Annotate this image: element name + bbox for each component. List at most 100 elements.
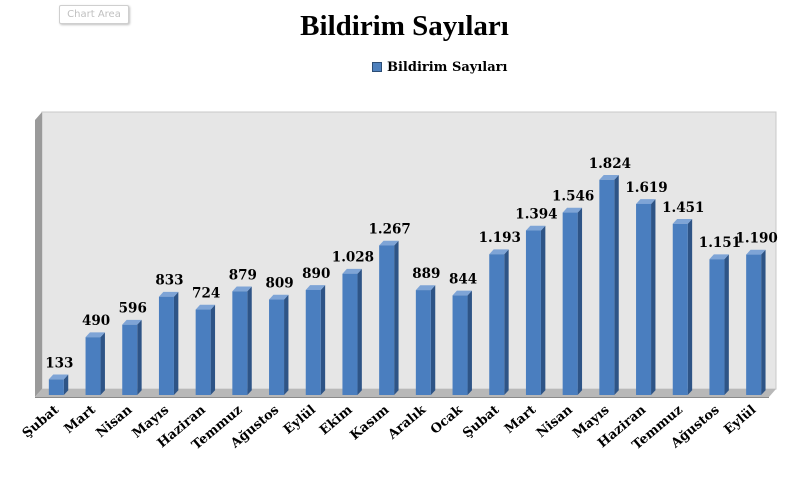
bar-side <box>651 199 656 395</box>
bar-front <box>746 254 762 395</box>
bar-side <box>137 319 142 395</box>
data-label: 1.394 <box>515 207 557 223</box>
bar-side <box>357 268 362 395</box>
data-label: 890 <box>302 266 330 282</box>
data-label: 879 <box>229 267 257 283</box>
bar-top <box>709 254 729 260</box>
bar-front <box>195 309 211 395</box>
bar <box>48 374 69 395</box>
bar-front <box>415 290 431 395</box>
bar <box>195 304 216 395</box>
bar-side <box>173 291 179 395</box>
category-label: Şubat <box>460 403 502 442</box>
data-label: 596 <box>119 301 147 317</box>
bar <box>305 285 326 395</box>
bar-top <box>452 290 472 296</box>
bar-top <box>636 199 656 204</box>
bar <box>122 319 142 395</box>
bar <box>269 294 289 395</box>
bar <box>562 207 583 395</box>
bar-side <box>577 207 583 395</box>
bar-front <box>709 259 725 395</box>
plot-back-wall <box>41 111 777 390</box>
data-label: 133 <box>45 355 73 371</box>
bar-top <box>562 207 583 213</box>
bar-side <box>284 294 289 395</box>
bar <box>636 199 656 395</box>
bar-top <box>48 374 69 380</box>
bar-top <box>415 285 436 291</box>
bar-top <box>342 268 362 274</box>
bar <box>85 332 105 395</box>
bar <box>452 290 472 395</box>
bar-front <box>269 299 285 395</box>
bar-top <box>672 218 693 224</box>
plot-side-wall <box>35 112 42 397</box>
bar <box>379 240 399 395</box>
bar <box>342 268 362 395</box>
bar-side <box>63 374 69 395</box>
category-label: Kasım <box>348 402 393 443</box>
bar-front <box>232 291 248 395</box>
legend-label: Bildirim Sayıları <box>387 59 508 75</box>
bar-front <box>379 245 395 395</box>
data-label: 1.267 <box>369 221 411 237</box>
category-label: Aralık <box>385 402 430 443</box>
bar-top <box>379 240 399 246</box>
category-label: Nisan <box>534 402 576 441</box>
bar-side <box>394 240 399 395</box>
data-label: 833 <box>155 273 183 289</box>
bar-top <box>599 174 619 180</box>
bar <box>489 249 509 395</box>
bar-top <box>195 304 216 310</box>
bar-side <box>320 285 326 395</box>
plot-floor <box>35 389 776 397</box>
legend: Bildirim Sayıları <box>372 58 507 76</box>
data-label: 1.028 <box>332 250 374 266</box>
bar-top <box>269 294 289 300</box>
data-label: 1.451 <box>662 200 704 216</box>
bar-side <box>100 332 105 395</box>
bar-top <box>122 319 142 325</box>
bar-side <box>467 290 472 395</box>
bar-top <box>158 291 179 297</box>
bar-front <box>672 223 688 395</box>
bar-top <box>525 225 546 231</box>
category-label: Eylül <box>721 403 759 438</box>
bar <box>525 225 546 395</box>
data-label: 1.546 <box>552 189 594 205</box>
data-label: 1.151 <box>699 235 741 251</box>
data-label: 490 <box>82 313 110 329</box>
category-label: Ocak <box>428 402 466 438</box>
bar-front <box>342 273 358 395</box>
legend-swatch <box>372 62 382 72</box>
bar-side <box>504 249 509 395</box>
bar <box>158 291 179 395</box>
bar-front <box>636 203 652 395</box>
bar-side <box>540 225 546 395</box>
category-label: Şubat <box>20 403 62 442</box>
bar-side <box>210 304 216 395</box>
bar-top <box>232 286 252 292</box>
bar <box>709 254 729 395</box>
data-label: 809 <box>265 276 293 292</box>
data-label: 1.619 <box>625 180 667 196</box>
bar-front <box>158 296 174 395</box>
bar-side <box>247 286 252 395</box>
bar-side <box>724 254 729 395</box>
bar-front <box>489 254 505 395</box>
data-label: 724 <box>192 286 220 302</box>
chart-area-tag[interactable]: Chart Area <box>59 5 129 24</box>
bar <box>232 286 252 395</box>
bar <box>746 249 766 395</box>
category-label: Mart <box>502 403 539 437</box>
bar-front <box>48 379 64 395</box>
bar <box>672 218 693 395</box>
bar-front <box>562 212 578 395</box>
bar-side <box>761 249 766 395</box>
category-label: Nisan <box>93 402 135 441</box>
data-label: 889 <box>412 266 440 282</box>
bar-front <box>122 324 138 395</box>
bar-top <box>305 285 326 290</box>
